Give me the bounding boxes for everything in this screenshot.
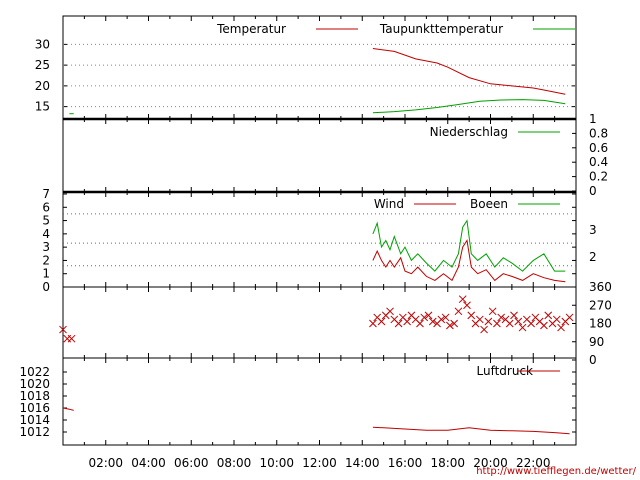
series-line xyxy=(62,407,74,411)
x-tick-label: 06:00 xyxy=(174,456,209,470)
x-tick-label: 02:00 xyxy=(88,456,123,470)
y-tick-label: 0 xyxy=(589,353,597,367)
wind-direction-point xyxy=(488,307,497,316)
wind-direction-point xyxy=(450,319,459,328)
series-line xyxy=(372,239,566,283)
x-tick-label: 04:00 xyxy=(131,456,166,470)
x-tick-label: 14:00 xyxy=(345,456,380,470)
legend-label: Taupunkttemperatur xyxy=(379,22,503,36)
y-tick-label: 0.8 xyxy=(589,126,608,140)
wind-direction-point xyxy=(505,319,514,328)
x-tick-label: 22:00 xyxy=(516,456,551,470)
y-tick-label: 0 xyxy=(589,184,597,198)
y-tick-label: 6 xyxy=(42,200,50,214)
wind-direction-point xyxy=(497,313,506,322)
y-tick-label: 25 xyxy=(35,58,50,72)
y-tick-label: 360 xyxy=(589,280,612,294)
legend-label: Boeen xyxy=(470,197,508,211)
y-tick-label: 15 xyxy=(35,100,50,114)
right-axis-label: 3 xyxy=(589,223,597,237)
wind-direction-point xyxy=(454,307,463,316)
wind-direction-point xyxy=(386,307,394,316)
y-tick-label: 5 xyxy=(42,214,50,228)
y-tick-label: 1018 xyxy=(19,389,50,403)
legend-label: Luftdruck xyxy=(476,364,533,378)
y-tick-label: 7 xyxy=(42,187,50,201)
wind-direction-point xyxy=(467,311,476,320)
y-tick-label: 1012 xyxy=(19,425,50,439)
wind-direction-point xyxy=(484,317,493,326)
right-axis-label: 2 xyxy=(589,250,597,264)
wind-direction-point xyxy=(540,321,548,330)
y-tick-label: 1022 xyxy=(19,365,50,379)
y-tick-label: 1016 xyxy=(19,401,50,415)
wind-direction-point xyxy=(394,319,403,328)
series-line xyxy=(372,99,566,114)
y-tick-label: 20 xyxy=(35,79,50,93)
x-tick-label: 10:00 xyxy=(259,456,294,470)
y-tick-label: 0.4 xyxy=(589,155,608,169)
series-line xyxy=(372,426,570,435)
series-line xyxy=(372,219,566,272)
y-tick-label: 3 xyxy=(42,240,50,254)
wind-direction-point xyxy=(527,319,535,328)
y-tick-label: 1020 xyxy=(19,377,50,391)
y-tick-label: 270 xyxy=(589,298,612,312)
y-tick-label: 4 xyxy=(42,227,50,241)
credit-link[interactable]: http://www.tiefflegen.de/wetter/ xyxy=(476,466,636,477)
wind-direction-point xyxy=(565,313,574,322)
wind-direction-point xyxy=(424,311,433,320)
wind-direction-point xyxy=(441,313,450,322)
wind-direction-point xyxy=(557,323,565,332)
wind-direction-point xyxy=(514,317,523,326)
y-tick-label: 2 xyxy=(42,253,50,267)
y-tick-label: 1 xyxy=(42,267,50,281)
y-tick-label: 0 xyxy=(42,280,50,294)
y-tick-label: 30 xyxy=(35,37,50,51)
series-line xyxy=(372,48,566,95)
wind-direction-point xyxy=(475,315,484,324)
wind-direction-point xyxy=(458,295,467,304)
wind-direction-point xyxy=(416,319,424,328)
wind-direction-point xyxy=(59,325,67,334)
y-tick-label: 1014 xyxy=(19,413,50,427)
wind-direction-point xyxy=(493,319,501,328)
x-tick-label: 08:00 xyxy=(217,456,252,470)
y-tick-label: 1 xyxy=(589,112,597,126)
legend-label: Niederschlag xyxy=(430,125,508,139)
wind-direction-point xyxy=(446,321,454,330)
y-tick-label: 90 xyxy=(589,335,604,349)
wind-direction-point xyxy=(420,313,429,322)
x-tick-label: 20:00 xyxy=(473,456,508,470)
wind-direction-point xyxy=(403,317,411,326)
wind-direction-point xyxy=(480,325,488,334)
wind-direction-point xyxy=(67,334,76,343)
wind-direction-point xyxy=(463,301,471,310)
wind-direction-point xyxy=(369,319,377,328)
x-tick-label: 18:00 xyxy=(430,456,465,470)
wind-direction-point xyxy=(428,317,437,326)
wind-direction-point xyxy=(377,317,386,326)
y-tick-label: 180 xyxy=(589,317,612,331)
wind-direction-point xyxy=(510,311,518,320)
legend-label: Temperatur xyxy=(216,22,286,36)
wind-direction-point xyxy=(552,315,561,324)
legend-label: Wind xyxy=(374,197,404,211)
y-tick-label: 0.2 xyxy=(589,170,608,184)
x-tick-label: 12:00 xyxy=(302,456,337,470)
x-tick-label: 16:00 xyxy=(388,456,423,470)
y-tick-label: 0.6 xyxy=(589,141,608,155)
wind-direction-point xyxy=(544,311,553,320)
wind-direction-point xyxy=(518,323,527,332)
wind-direction-point xyxy=(437,315,446,324)
